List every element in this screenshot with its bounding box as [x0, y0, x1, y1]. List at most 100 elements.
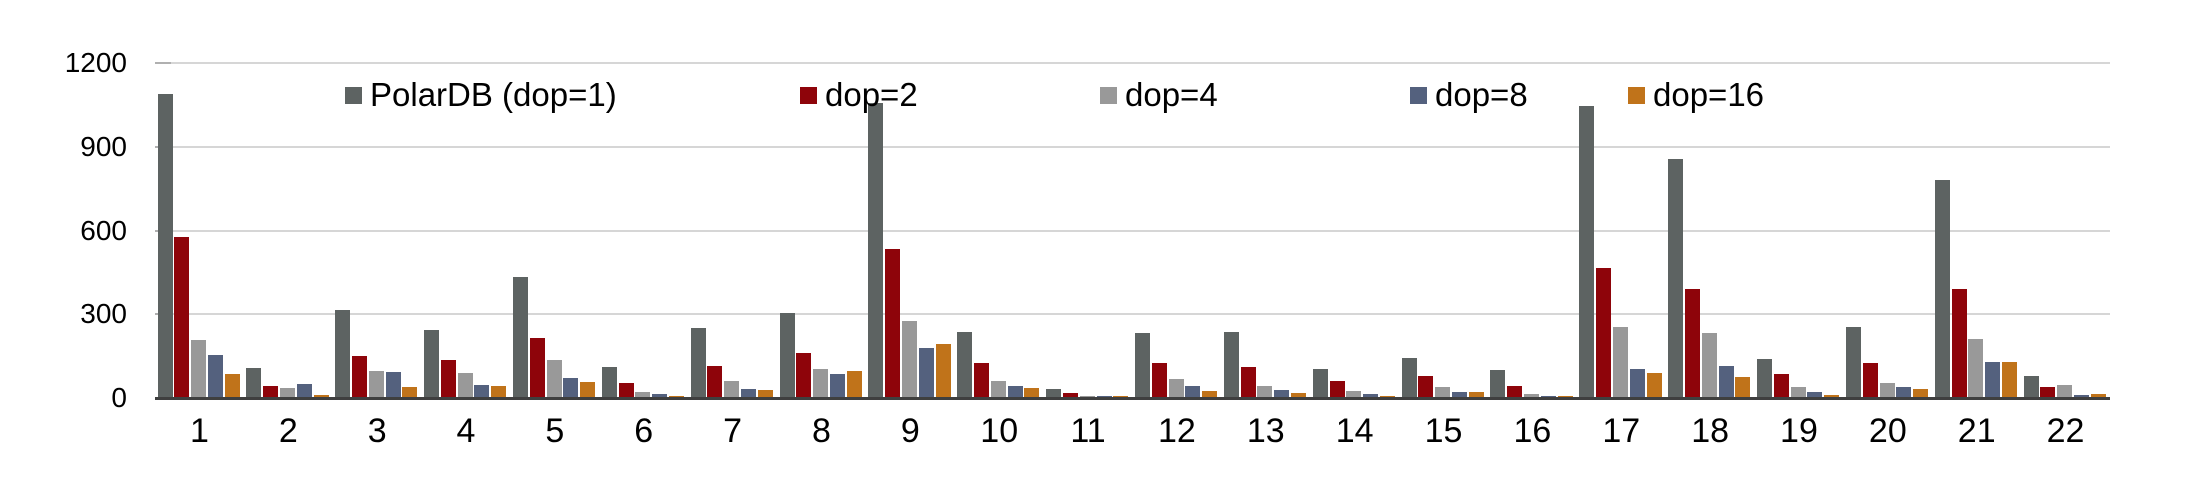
- bar-q14-polardb-dop-1-: [1312, 368, 1328, 398]
- x-axis-label: 11: [1070, 412, 1106, 450]
- x-axis-label: 3: [367, 412, 387, 450]
- legend-swatch-icon: [1628, 86, 1645, 104]
- x-axis-label: 12: [1158, 412, 1196, 450]
- bar-q3-dop-4: [368, 370, 384, 398]
- bar-q21-dop-8: [1985, 361, 2001, 398]
- bar-q15-dop-2: [1418, 376, 1434, 398]
- bar-q20-dop-4: [1879, 383, 1895, 398]
- bar-q2-dop-16: [313, 394, 329, 398]
- bar-q15-dop-16: [1468, 392, 1484, 398]
- bar-q4-dop-16: [491, 386, 507, 398]
- bar-q6-dop-4: [635, 391, 651, 398]
- legend-swatch-icon: [1410, 86, 1427, 104]
- bar-q7-dop-16: [757, 390, 773, 398]
- x-axis-label: 1: [189, 412, 209, 450]
- legend-label: dop=16: [1653, 76, 1765, 113]
- legend-label: dop=8: [1435, 76, 1528, 113]
- x-axis-label: 5: [545, 412, 565, 450]
- bar-q17-dop-4: [1612, 326, 1628, 398]
- x-axis-label: 10: [980, 412, 1019, 450]
- bar-q21-dop-2: [1951, 289, 1967, 398]
- bar-q15-polardb-dop-1-: [1401, 358, 1417, 398]
- legend-swatch-icon: [1100, 86, 1117, 104]
- bar-q19-polardb-dop-1-: [1757, 358, 1773, 398]
- bar-q8-dop-16: [846, 370, 862, 398]
- bar-q9-dop-4: [902, 321, 917, 398]
- legend-swatch-icon: [800, 86, 817, 104]
- x-axis-label: 19: [1780, 412, 1818, 450]
- bar-q2-dop-4: [279, 388, 295, 398]
- bar-q18-dop-4: [1701, 333, 1717, 398]
- bar-q9-dop-8: [918, 347, 934, 398]
- bar-q18-polardb-dop-1-: [1668, 159, 1684, 398]
- bar-q3-dop-2: [352, 356, 368, 398]
- y-tick-1200: [155, 62, 171, 64]
- gridline-1200: [155, 62, 2110, 64]
- bar-q13-dop-16: [1291, 392, 1307, 398]
- bar-q10-dop-8: [1007, 385, 1023, 398]
- bar-q19-dop-4: [1790, 386, 1806, 398]
- bar-q20-dop-8: [1896, 386, 1912, 398]
- x-axis-line: [155, 397, 2110, 400]
- bar-q19-dop-2: [1773, 373, 1789, 398]
- bar-q6-dop-2: [618, 382, 634, 398]
- bar-q20-dop-16: [1913, 389, 1929, 398]
- x-axis-label: 2: [278, 412, 298, 450]
- bar-q21-dop-16: [2001, 361, 2017, 398]
- legend-item-5: dop=16: [1628, 76, 1765, 113]
- bar-q13-dop-2: [1240, 366, 1256, 398]
- bar-q17-polardb-dop-1-: [1579, 106, 1595, 398]
- bar-q4-dop-2: [440, 360, 456, 398]
- bar-q6-polardb-dop-1-: [601, 367, 617, 398]
- bar-q19-dop-8: [1807, 391, 1823, 398]
- bar-q8-dop-2: [796, 353, 812, 398]
- bar-q14-dop-8: [1363, 393, 1379, 398]
- x-axis-label: 20: [1868, 412, 1907, 450]
- x-axis-label: 9: [900, 412, 920, 450]
- bar-q13-dop-4: [1257, 385, 1273, 398]
- bar-q4-dop-4: [457, 372, 473, 398]
- legend-item-4: dop=8: [1410, 76, 1528, 113]
- bar-q21-dop-4: [1968, 339, 1984, 398]
- bar-q17-dop-8: [1629, 368, 1645, 398]
- bar-q4-polardb-dop-1-: [424, 329, 440, 398]
- x-axis-label: 6: [634, 412, 654, 450]
- bar-q1-dop-8: [207, 354, 223, 398]
- bar-q10-polardb-dop-1-: [957, 332, 973, 398]
- bar-q3-polardb-dop-1-: [335, 310, 351, 398]
- x-axis-label: 21: [1957, 412, 1996, 450]
- bar-q12-polardb-dop-1-: [1135, 333, 1150, 398]
- bar-q22-dop-4: [2057, 384, 2073, 398]
- bar-q6-dop-8: [652, 393, 668, 398]
- bar-q11-dop-4: [1079, 395, 1095, 398]
- x-axis-label: 14: [1335, 412, 1374, 450]
- bar-q3-dop-8: [385, 372, 401, 398]
- bar-q10-dop-16: [1024, 387, 1040, 398]
- bar-q1-dop-4: [191, 340, 207, 398]
- bar-q20-polardb-dop-1-: [1845, 326, 1861, 398]
- bar-q22-dop-8: [2074, 394, 2090, 398]
- bar-q9-dop-16: [935, 344, 951, 398]
- bar-q9-polardb-dop-1-: [868, 103, 884, 398]
- bar-q18-dop-16: [1735, 377, 1751, 398]
- bar-q14-dop-4: [1346, 391, 1362, 398]
- legend-item-1: PolarDB (dop=1): [345, 76, 617, 113]
- bar-q5-dop-8: [563, 377, 579, 398]
- bar-q21-polardb-dop-1-: [1934, 180, 1950, 398]
- bar-q17-dop-16: [1646, 372, 1662, 398]
- y-axis-label: 600: [80, 214, 127, 246]
- bar-q2-dop-8: [296, 384, 312, 398]
- bar-q13-dop-8: [1274, 390, 1290, 398]
- y-axis-label: 900: [80, 130, 127, 162]
- bar-q5-polardb-dop-1-: [512, 277, 528, 398]
- x-axis-label: 13: [1246, 412, 1285, 450]
- bar-q15-dop-4: [1435, 386, 1451, 398]
- bar-q1-dop-16: [224, 374, 240, 398]
- x-axis-label: 8: [812, 412, 831, 450]
- bar-q12-dop-4: [1168, 379, 1184, 398]
- bar-q1-polardb-dop-1-: [157, 93, 173, 398]
- x-axis-label: 15: [1424, 412, 1463, 450]
- bar-q11-polardb-dop-1-: [1046, 389, 1062, 398]
- bar-q14-dop-2: [1329, 380, 1345, 398]
